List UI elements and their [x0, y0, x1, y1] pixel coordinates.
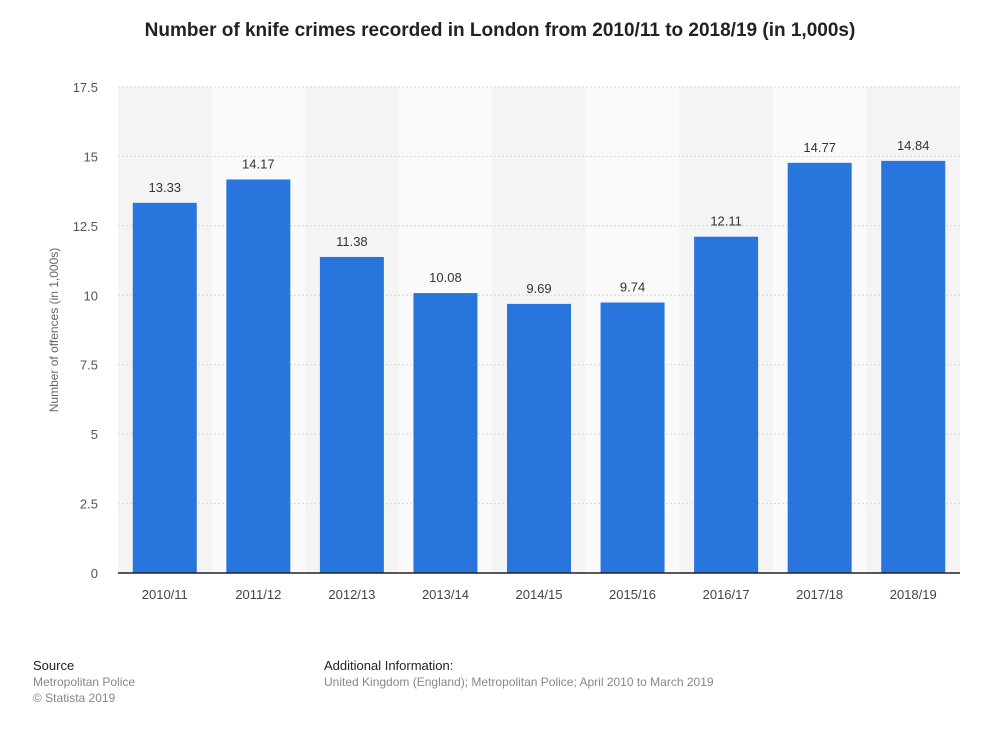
- x-tick-label: 2016/17: [703, 587, 750, 602]
- additional-info-heading: Additional Information:: [324, 658, 454, 673]
- y-tick-label: 5: [91, 427, 98, 442]
- bar: [881, 160, 946, 573]
- bar: [132, 202, 197, 573]
- bar: [226, 179, 291, 573]
- bar: [413, 293, 478, 573]
- y-tick-label: 12.5: [73, 219, 98, 234]
- y-tick-label: 17.5: [73, 80, 98, 95]
- data-label: 14.17: [242, 156, 275, 171]
- additional-info-text: United Kingdom (England); Metropolitan P…: [324, 675, 714, 689]
- x-tick-label: 2010/11: [142, 587, 188, 602]
- y-tick-label: 10: [84, 288, 98, 303]
- data-label: 10.08: [429, 270, 462, 285]
- data-label: 14.84: [897, 138, 930, 153]
- x-tick-label: 2017/18: [796, 587, 843, 602]
- bar: [507, 303, 571, 573]
- y-tick-label: 0: [91, 566, 98, 581]
- additional-info-block: Additional Information: United Kingdom (…: [324, 658, 714, 690]
- source-block: Source Metropolitan Police © Statista 20…: [33, 658, 135, 706]
- source-line: Metropolitan Police: [33, 675, 136, 689]
- bar: [694, 236, 759, 574]
- x-tick-label: 2013/14: [422, 587, 469, 602]
- bar: [319, 256, 384, 573]
- copyright-line: © Statista 2019: [33, 691, 116, 705]
- y-tick-label: 2.5: [80, 497, 98, 512]
- data-label: 9.69: [526, 281, 551, 296]
- y-tick-label: 7.5: [80, 358, 98, 373]
- bar: [600, 302, 665, 573]
- data-label: 14.77: [803, 140, 836, 155]
- source-heading: Source: [33, 658, 75, 673]
- x-tick-label: 2018/19: [890, 587, 937, 602]
- data-label: 12.11: [710, 214, 742, 229]
- x-tick-label: 2011/12: [235, 587, 281, 602]
- x-tick-label: 2012/13: [328, 587, 375, 602]
- y-tick-label: 15: [84, 149, 98, 164]
- x-tick-label: 2015/16: [609, 587, 656, 602]
- data-label: 11.38: [336, 234, 368, 249]
- bar: [787, 162, 852, 574]
- data-label: 9.74: [620, 280, 645, 295]
- chart-title: Number of knife crimes recorded in Londo…: [144, 20, 856, 41]
- data-label: 13.33: [149, 180, 182, 195]
- x-tick-label: 2014/15: [516, 587, 563, 602]
- y-axis-label: Number of offences (in 1,000s): [47, 248, 61, 413]
